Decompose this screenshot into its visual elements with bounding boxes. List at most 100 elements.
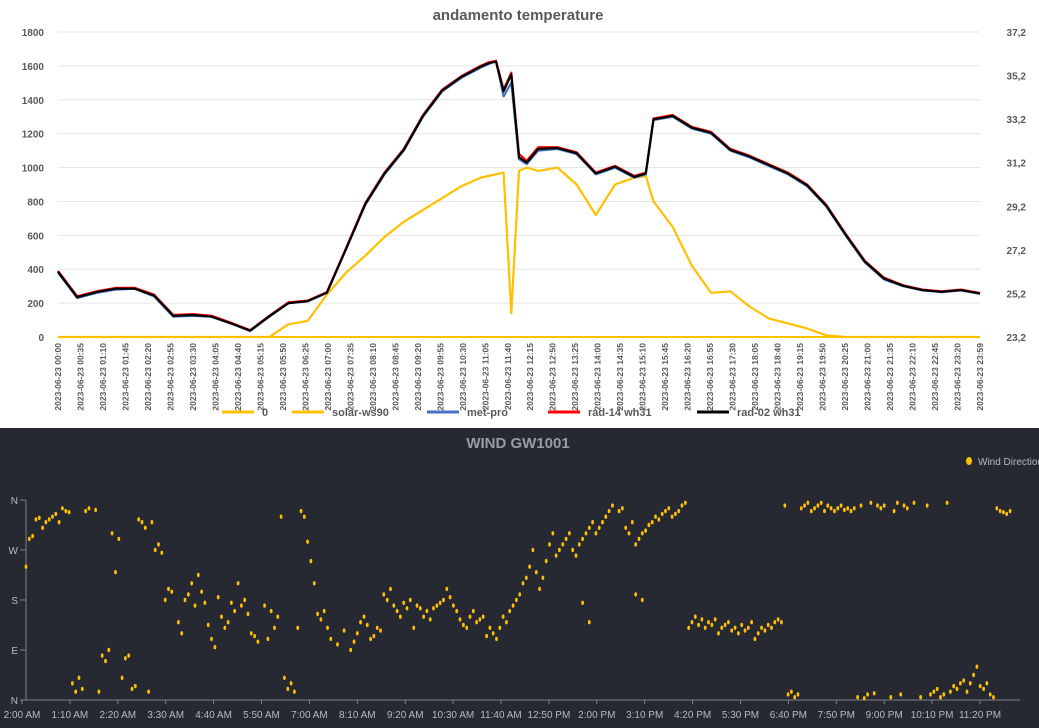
wind-direction-point xyxy=(912,500,916,505)
x-tick-label: 12:50 PM xyxy=(527,710,570,721)
wind-direction-point xyxy=(690,620,694,625)
wind-direction-point xyxy=(879,506,883,511)
wind-direction-point xyxy=(670,514,674,519)
wind-direction-point xyxy=(273,625,276,630)
wind-direction-point xyxy=(978,683,982,689)
wind-direction-point xyxy=(521,581,525,586)
wind-direction-point xyxy=(418,606,422,611)
scatter-points xyxy=(24,500,1012,701)
wind-direction-point xyxy=(399,614,402,619)
wind-direction-point xyxy=(505,620,508,625)
wind-direction-point xyxy=(564,536,568,542)
x-tick-label: 2023-06-23 22:45 xyxy=(930,343,940,411)
y-tick-label: E xyxy=(11,646,18,657)
wind-direction-point xyxy=(485,633,488,639)
wind-direction-point xyxy=(617,508,621,514)
wind-direction-point xyxy=(395,608,399,614)
legend-label: rad-02 wh31 xyxy=(737,407,801,419)
wind-direction-point xyxy=(124,656,127,661)
wind-direction-point xyxy=(849,508,853,514)
wind-direction-point xyxy=(256,639,260,644)
x-tick-label: 2023-06-23 19:15 xyxy=(795,343,805,411)
wind-direction-point xyxy=(544,558,548,564)
x-tick-label: 7:50 PM xyxy=(818,710,855,721)
x-tick-label: 5:50 AM xyxy=(243,710,280,721)
wind-direction-point xyxy=(336,642,339,647)
grid xyxy=(20,499,1020,701)
wind-direction-point xyxy=(34,517,38,522)
x-tick-label: 11:20 PM xyxy=(959,710,1001,721)
wind-direction-point xyxy=(770,625,773,630)
wind-direction-point xyxy=(949,689,952,694)
series-line xyxy=(57,59,981,333)
legend-label: rad-14 wh31 xyxy=(588,407,652,419)
wind-direction-point xyxy=(223,625,227,630)
wind-direction-point xyxy=(942,692,946,697)
wind-direction-point xyxy=(97,689,101,694)
wind-direction-point xyxy=(587,620,591,625)
wind-direction-point xyxy=(468,614,472,619)
x-tick-label: 2023-06-23 15:45 xyxy=(660,343,670,411)
wind-direction-point xyxy=(929,692,932,697)
wind-direction-point xyxy=(919,695,922,700)
x-tick-label: 2023-06-23 23:20 xyxy=(953,343,963,411)
y-axis-left: 0 200 400 600 800 1000 1200 1400 1600 1800 xyxy=(22,28,45,344)
x-tick-label: 2023-06-23 00:35 xyxy=(75,343,85,411)
wind-direction-point xyxy=(458,617,462,622)
wind-direction-point xyxy=(597,525,601,530)
wind-direction-point xyxy=(932,689,936,694)
wind-direction-point xyxy=(561,542,565,547)
wind-direction-point xyxy=(203,600,207,605)
wind-direction-point xyxy=(905,506,909,511)
wind-direction-point xyxy=(74,689,78,694)
x-tick-label: 2023-06-23 16:55 xyxy=(705,343,715,411)
wind-direction-point xyxy=(524,575,528,580)
wind-direction-point xyxy=(1002,510,1005,515)
wind-direction-point xyxy=(869,500,873,505)
x-tick-label: 2023-06-23 14:00 xyxy=(593,343,603,411)
x-tick-label: 2023-06-23 11:05 xyxy=(480,343,490,410)
wind-direction-point xyxy=(31,533,34,539)
wind-direction-point xyxy=(581,536,584,542)
wind-direction-point xyxy=(375,625,379,630)
x-tick-label: 2023-06-23 18:05 xyxy=(750,343,760,411)
wind-direction-point xyxy=(157,542,160,547)
wind-direction-point xyxy=(362,614,366,619)
wind-direction-point xyxy=(405,606,409,611)
wind-direction-point xyxy=(47,517,51,522)
wind-direction-point xyxy=(660,511,664,517)
x-tick-label: 2023-06-23 23:59 xyxy=(975,343,985,411)
wind-direction-point xyxy=(412,625,416,630)
wind-direction-point xyxy=(190,581,194,586)
wind-direction-point xyxy=(100,653,104,658)
wind-direction-point xyxy=(392,603,396,608)
wind-direction-point xyxy=(896,500,899,505)
y-tick-label: 1800 xyxy=(22,28,45,39)
wind-direction-point xyxy=(750,620,753,625)
x-tick-label: 2023-06-23 08:10 xyxy=(368,343,378,411)
wind-direction-point xyxy=(554,553,558,558)
wind-direction-point xyxy=(359,620,362,625)
wind-direction-point xyxy=(790,689,793,694)
wind-direction-point xyxy=(127,653,131,658)
wind-direction-point xyxy=(657,517,661,522)
x-tick-label: 2:00 PM xyxy=(578,710,615,721)
wind-direction-point xyxy=(329,636,333,642)
wind-direction-point xyxy=(1005,511,1009,517)
wind-direction-point xyxy=(902,503,906,508)
legend[interactable]: Wind Direction xyxy=(966,457,1039,468)
wind-direction-point xyxy=(220,614,223,619)
wind-direction-point xyxy=(862,696,866,701)
wind-direction-point xyxy=(462,622,465,628)
wind-direction-point xyxy=(27,536,31,542)
wind-direction-point xyxy=(107,647,111,653)
wind-direction-point xyxy=(630,520,634,525)
wind-direction-point xyxy=(355,631,359,636)
wind-direction-point xyxy=(972,672,975,678)
wind-direction-point xyxy=(872,691,876,696)
x-tick-label: 7:00 AM xyxy=(291,710,328,721)
wind-direction-point xyxy=(776,617,780,622)
wind-direction-point xyxy=(584,531,588,536)
y2-tick-label: 23,2 xyxy=(1007,333,1027,344)
wind-direction-point xyxy=(80,686,84,692)
